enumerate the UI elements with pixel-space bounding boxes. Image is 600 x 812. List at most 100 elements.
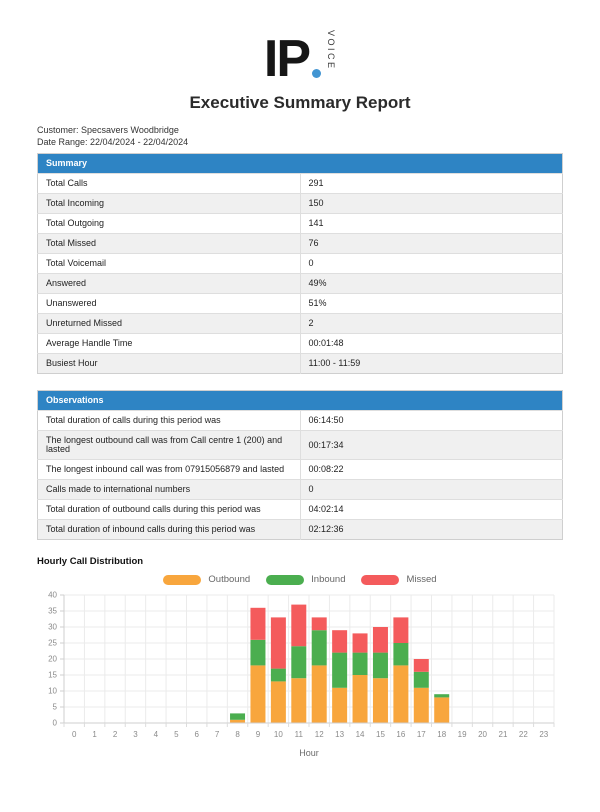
x-tick-label: 8 <box>235 730 240 739</box>
x-tick-label: 4 <box>154 730 159 739</box>
row-label: Total Incoming <box>37 193 300 214</box>
date-range-line: Date Range: 22/04/2024 - 22/04/2024 <box>37 136 189 147</box>
missed-bar-segment <box>413 659 429 672</box>
chart-legend: Outbound Inbound Missed <box>37 574 563 585</box>
x-tick-label: 21 <box>499 730 508 739</box>
row-value: 11:00 - 11:59 <box>299 353 563 374</box>
x-tick-label: 1 <box>92 730 97 739</box>
x-tick-label: 3 <box>133 730 138 739</box>
logo-text: IP <box>264 34 322 85</box>
row-label: Total Voicemail <box>37 253 300 274</box>
inbound-bar-segment <box>352 652 368 675</box>
x-tick-label: 6 <box>194 730 199 739</box>
row-value: 0 <box>299 479 563 500</box>
hourly-call-distribution-section: Hourly Call Distribution Outbound Inbound… <box>37 556 563 766</box>
missed-bar-segment <box>393 617 409 643</box>
x-tick-label: 14 <box>356 730 365 739</box>
x-tick-label: 0 <box>72 730 77 739</box>
row-label: Total Missed <box>37 233 300 254</box>
outbound-bar-segment <box>230 719 246 723</box>
logo-dot-icon <box>312 69 322 78</box>
table-row: Total duration of inbound calls during t… <box>37 519 563 540</box>
y-tick-label: 20 <box>48 655 57 664</box>
outbound-bar-segment <box>434 697 450 723</box>
observations-table-header: Observations <box>37 390 563 411</box>
inbound-bar-segment <box>372 652 388 679</box>
summary-table: Summary Total Calls 291 Total Incoming 150 T… <box>37 153 563 374</box>
row-label: Busiest Hour <box>37 353 300 374</box>
x-tick-label: 15 <box>376 730 385 739</box>
chart-title: Hourly Call Distribution <box>37 556 144 567</box>
row-value: 00:17:34 <box>299 430 563 460</box>
table-row: Calls made to international numbers 0 <box>37 479 563 500</box>
outbound-bar-segment <box>270 681 286 723</box>
legend-item-missed[interactable]: Missed <box>361 574 437 585</box>
summary-table-body: Total Calls 291 Total Incoming 150 Total Out… <box>37 173 563 374</box>
outbound-bar-segment <box>332 687 348 723</box>
missed-bar-segment <box>372 627 388 653</box>
row-value: 51% <box>299 293 563 314</box>
missed-bar-segment <box>332 630 348 653</box>
row-label: The longest outbound call was from Call … <box>37 430 300 460</box>
row-value: 00:08:22 <box>299 459 563 480</box>
row-value: 04:02:14 <box>299 499 563 520</box>
report-meta: Customer: Specsavers Woodbridge Date Ran… <box>37 125 188 148</box>
legend-item-outbound[interactable]: Outbound <box>163 574 250 585</box>
summary-table-header: Summary <box>37 153 563 174</box>
row-label: Total Calls <box>37 173 300 194</box>
inbound-bar-segment <box>332 652 348 688</box>
table-row: Total Missed 76 <box>37 233 563 254</box>
inbound-bar-segment <box>270 668 286 682</box>
x-tick-label: 16 <box>396 730 405 739</box>
row-value: 0 <box>299 253 563 274</box>
row-label: Total duration of inbound calls during t… <box>37 519 300 540</box>
x-tick-label: 11 <box>295 730 304 739</box>
legend-item-inbound[interactable]: Inbound <box>266 574 345 585</box>
table-row: Total duration of calls during this peri… <box>37 410 563 431</box>
row-label: Calls made to international numbers <box>37 479 300 500</box>
x-tick-label: 10 <box>274 730 283 739</box>
row-value: 02:12:36 <box>299 519 563 540</box>
x-tick-label: 23 <box>539 730 548 739</box>
outbound-bar-segment <box>291 678 307 723</box>
row-label: Unanswered <box>37 293 300 314</box>
y-tick-label: 15 <box>48 671 57 680</box>
legend-swatch-inbound <box>266 574 305 585</box>
table-row: Busiest Hour 11:00 - 11:59 <box>37 353 563 374</box>
row-value: 291 <box>299 173 563 194</box>
y-tick-label: 25 <box>48 639 57 648</box>
table-row: Unreturned Missed 2 <box>37 313 563 334</box>
outbound-bar-segment <box>393 665 409 723</box>
table-row: Average Handle Time 00:01:48 <box>37 333 563 354</box>
x-tick-label: 9 <box>256 730 261 739</box>
outbound-bar-segment <box>352 675 368 723</box>
row-label: Total duration of outbound calls during … <box>37 499 300 520</box>
legend-swatch-outbound <box>163 574 202 585</box>
x-tick-label: 20 <box>478 730 487 739</box>
x-tick-label: 18 <box>437 730 446 739</box>
x-tick-label: 17 <box>417 730 426 739</box>
row-label: Average Handle Time <box>37 333 300 354</box>
row-value: 49% <box>299 273 563 294</box>
y-tick-label: 0 <box>53 719 58 728</box>
inbound-bar-segment <box>250 639 266 666</box>
table-row: Unanswered 51% <box>37 293 563 314</box>
inbound-bar-segment <box>393 643 409 666</box>
missed-bar-segment <box>352 633 368 653</box>
row-label: Answered <box>37 273 300 294</box>
missed-bar-segment <box>270 617 286 669</box>
observations-table: Observations Total duration of calls dur… <box>37 390 563 540</box>
table-row: The longest inbound call was from 079150… <box>37 459 563 480</box>
y-tick-label: 10 <box>48 687 57 696</box>
table-row: Total Outgoing 141 <box>37 213 563 234</box>
row-value: 00:01:48 <box>299 333 563 354</box>
row-value: 141 <box>299 213 563 234</box>
legend-label: Inbound <box>311 574 346 585</box>
observations-table-body: Total duration of calls during this peri… <box>37 410 563 540</box>
table-row: The longest outbound call was from Call … <box>37 430 563 460</box>
logo-vertical-text: VOICE <box>326 30 337 71</box>
row-value: 2 <box>299 313 563 334</box>
y-tick-label: 35 <box>48 607 57 616</box>
